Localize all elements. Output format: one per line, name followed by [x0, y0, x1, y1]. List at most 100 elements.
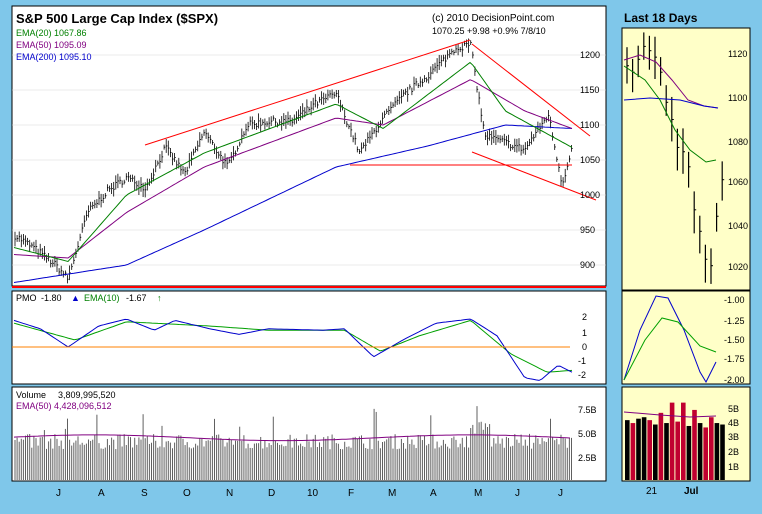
volume-tick-5b: 5.0B [578, 429, 597, 439]
side-volume-bar [675, 421, 680, 480]
month-label-jul10: J [558, 488, 563, 499]
price-panel [11, 5, 607, 287]
falling-lower-trendline [471, 151, 597, 201]
side-title: Last 18 Days [624, 11, 698, 25]
side-volume-bar [686, 425, 692, 480]
side-volume-bar [636, 418, 641, 480]
side-pmo-tick-3: -1.50 [724, 335, 745, 345]
month-label-mar: M [388, 488, 396, 499]
side-volume-tick-5b: 5B [728, 404, 739, 414]
side-date-21: 21 [646, 486, 658, 497]
side-volume-ema-line [623, 411, 717, 418]
side-volume-bar [681, 402, 686, 480]
side-price-panel [621, 27, 751, 291]
price-tick-950: 950 [580, 225, 595, 235]
side-price-axis: 1120 1100 1080 1060 1040 1020 [728, 49, 748, 272]
month-axis: J A S O N D 10 F M A M J J [56, 488, 563, 499]
upper-trendline [144, 39, 471, 146]
price-tick-1150: 1150 [580, 85, 599, 95]
pmo-value: -1.80 [41, 293, 62, 303]
chart-title: S&P 500 Large Cap Index ($SPX) [16, 11, 218, 26]
side-pmo-line [623, 295, 717, 384]
side-volume-bar [709, 417, 714, 480]
month-label-may: M [474, 488, 482, 499]
legend-ema50: EMA(50) 1095.09 [16, 40, 87, 50]
price-tick-1000: 1000 [580, 190, 600, 200]
side-volume-tick-3b: 3B [728, 432, 739, 442]
side-price-tick-1120: 1120 [728, 49, 747, 59]
side-volume-bar [641, 417, 647, 480]
pmo-ema-label: EMA(10) [84, 293, 120, 303]
pmo-ema-arrow-icon: ↑ [157, 293, 162, 303]
month-label-dec: D [268, 488, 275, 499]
side-volume-bar [703, 427, 708, 480]
side-date-jul: Jul [684, 486, 699, 497]
side-price-tick-1020: 1020 [728, 262, 748, 272]
side-volume-axis: 5B 4B 3B 2B 1B [728, 404, 739, 472]
ema200-line [13, 124, 573, 283]
pmo-signal-line [13, 320, 573, 373]
last-readout: 1070.25 +9.98 +0.9% 7/8/10 [432, 26, 546, 36]
volume-label: Volume [16, 390, 46, 400]
side-volume-bar [720, 424, 725, 480]
side-volume-bar [669, 402, 675, 480]
side-volume-bar [625, 420, 630, 480]
pmo-down-arrow-icon: ▲ [71, 293, 80, 303]
month-label-feb: F [348, 488, 354, 499]
side-price-tick-1100: 1100 [728, 93, 747, 103]
volume-axis: 7.5B 5.0B 2.5B [578, 405, 597, 463]
side-pmo-panel [621, 290, 751, 385]
pmo-tick-2: 2 [582, 312, 587, 322]
side-ema20-line [623, 65, 717, 163]
side-ema200-line [623, 97, 719, 109]
side-price-tick-1040: 1040 [728, 221, 748, 231]
month-label-nov: N [226, 488, 233, 499]
pmo-tick-1: 1 [582, 328, 587, 338]
side-pmo-tick-2: -1.25 [724, 316, 745, 326]
side-volume-bar [714, 423, 720, 480]
price-tick-1100: 1100 [580, 120, 599, 130]
side-volume-tick-1b: 1B [728, 462, 739, 472]
ema50-line [13, 79, 573, 259]
month-label-apr: A [430, 488, 437, 499]
pmo-label: PMO [16, 293, 37, 303]
side-pmo-tick-4: -1.75 [724, 354, 745, 364]
volume-value: 3,809,995,520 [58, 390, 116, 400]
side-volume-bar [664, 423, 669, 480]
price-tick-900: 900 [580, 260, 595, 270]
pmo-tick-neg1: -1 [578, 356, 586, 366]
side-volume-bar [653, 424, 658, 480]
volume-tick-2-5b: 2.5B [578, 453, 597, 463]
month-label-2010: 10 [307, 488, 319, 499]
pmo-line [13, 318, 573, 381]
copyright: (c) 2010 DecisionPoint.com [432, 13, 554, 24]
pmo-axis: 2 1 0 -1 -2 [578, 312, 587, 380]
side-volume-bar [697, 423, 703, 480]
month-label-jun: J [515, 488, 520, 499]
side-volume-bar [658, 412, 664, 480]
legend-ema20: EMA(20) 1067.86 [16, 28, 87, 38]
pmo-ema-value: -1.67 [126, 293, 147, 303]
side-pmo-axis: -1.00 -1.25 -1.50 -1.75 -2.00 [724, 295, 745, 385]
month-label-jul09: J [56, 488, 61, 499]
ema20-line [13, 61, 573, 263]
volume-ema: EMA(50) 4,428,096,512 [16, 401, 112, 411]
month-label-oct: O [183, 488, 191, 499]
side-volume-bar [630, 423, 636, 480]
side-volume-bar [647, 420, 652, 480]
price-axis: 1200 1150 1100 1050 1000 950 900 [580, 50, 600, 270]
side-pmo-signal-line [623, 317, 717, 381]
side-volume-bar [692, 409, 697, 480]
pmo-tick-neg2: -2 [578, 370, 586, 380]
volume-ema-line [13, 434, 571, 442]
side-pmo-tick-5: -2.00 [724, 375, 745, 385]
side-volume-tick-4b: 4B [728, 418, 739, 428]
side-pmo-tick-1: -1.00 [724, 295, 745, 305]
price-tick-1050: 1050 [580, 155, 600, 165]
legend-ema200: EMA(200) 1095.10 [16, 52, 92, 62]
side-price-tick-1060: 1060 [728, 177, 748, 187]
month-label-sep: S [141, 488, 148, 499]
side-price-tick-1080: 1080 [728, 137, 748, 147]
